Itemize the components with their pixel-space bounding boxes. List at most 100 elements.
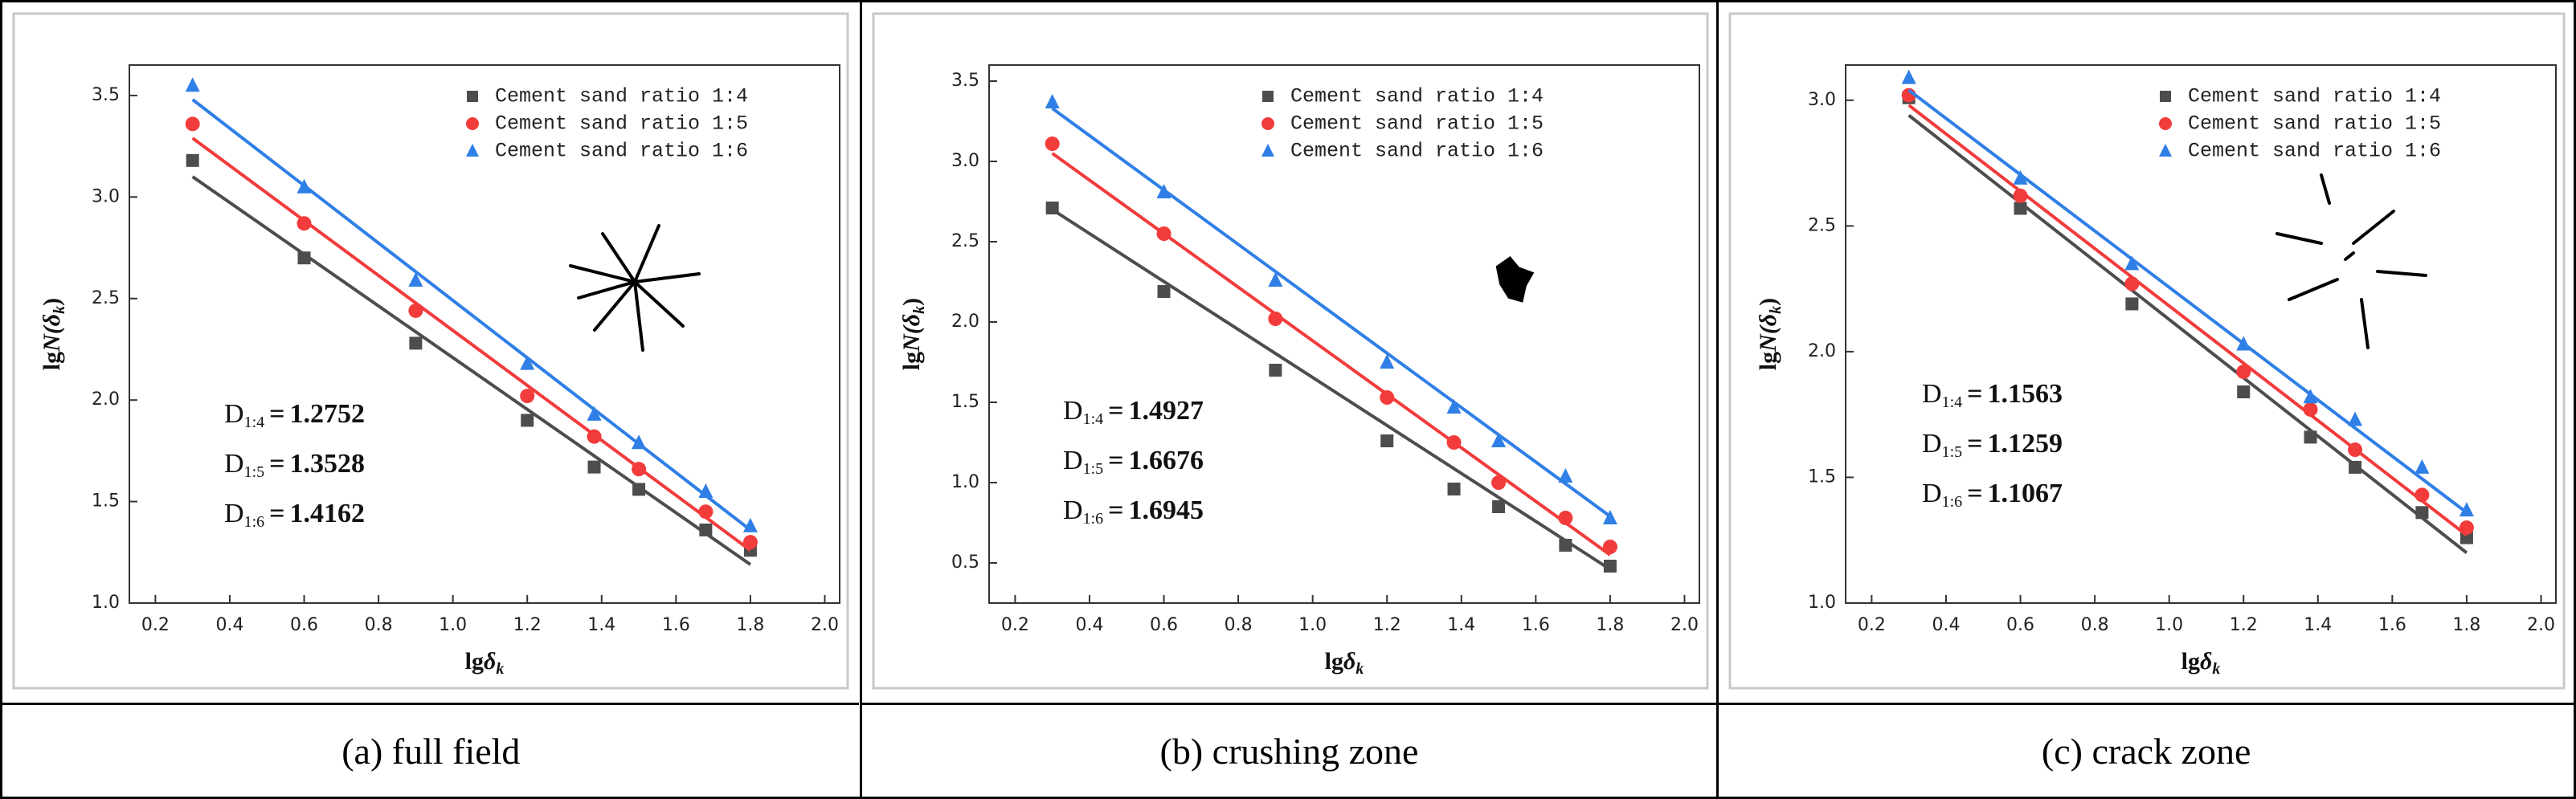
marker [632, 462, 647, 477]
marker [1602, 510, 1617, 524]
marker [2303, 402, 2318, 417]
x-tick-label: 1.0 [439, 615, 467, 635]
marker [2414, 459, 2430, 474]
y-axis-label-part: ) [1755, 298, 1781, 306]
y-tick-label: 3.0 [951, 151, 979, 171]
marker [632, 483, 646, 496]
annotation-subscript: 1:5 [244, 463, 265, 481]
marker [1602, 540, 1617, 554]
y-axis-label-part: k [51, 306, 68, 314]
legend-marker [2159, 144, 2173, 157]
x-tick-label: 0.6 [2006, 615, 2034, 635]
annotation-equals: = [1967, 479, 1982, 508]
marker [2348, 442, 2363, 458]
marker [1490, 433, 1506, 447]
y-tick-label: 0.5 [951, 552, 979, 573]
marker [521, 414, 534, 427]
annotation-subscript: 1:4 [1082, 410, 1103, 428]
x-tick-label: 0.8 [1224, 615, 1252, 635]
inset-sketch [569, 224, 701, 352]
y-tick-label: 2.5 [92, 288, 120, 308]
y-tick-label: 3.5 [951, 71, 979, 91]
x-tick-label: 1.4 [2304, 615, 2333, 635]
panel-frame [12, 12, 849, 690]
x-tick-label: 1.8 [2453, 615, 2481, 635]
marker [296, 216, 312, 231]
annotation-value: 1.4162 [290, 499, 366, 528]
marker [1491, 500, 1505, 513]
marker [742, 517, 758, 532]
chart: 0.2 0.4 0.6 0.8 1.0 1.2 1.4 1.6 1.8 2.0 0.5 1.0 1.5 2… [861, 12, 1719, 705]
marker [587, 429, 602, 444]
legend-label: Cement sand ratio 1:5 [2188, 112, 2441, 136]
marker [2459, 502, 2475, 517]
marker [1379, 354, 1394, 369]
fit-line [191, 175, 752, 566]
legend-marker [466, 117, 479, 130]
panel-cell: 0.2 0.4 0.6 0.8 1.0 1.2 1.4 1.6 1.8 2.0 1.0 1.5 2.0 2… [2, 2, 860, 797]
x-tick-label: 0.4 [215, 615, 243, 635]
annotation-symbol: D [1063, 446, 1083, 475]
panel-frame [872, 12, 1709, 690]
y-axis-label-part: lg [39, 352, 65, 370]
annotation-symbol: D [224, 449, 244, 479]
annotation: D1:6 = 1.4162 [224, 499, 365, 531]
marker [2303, 389, 2318, 404]
x-axis-label: lgδk [1324, 648, 1364, 678]
marker [185, 116, 200, 132]
annotation-value: 1.3528 [290, 449, 366, 479]
x-axis-label-part: δ [1343, 648, 1355, 675]
legend-marker [2159, 117, 2173, 130]
x-tick-label: 1.0 [2155, 615, 2183, 635]
annotation-subscript: 1:4 [1942, 393, 1963, 411]
marker [2304, 430, 2317, 444]
panel-cell: 0.2 0.4 0.6 0.8 1.0 1.2 1.4 1.6 1.8 2.0 1.0 1.5 2.0 2… [1716, 2, 2574, 797]
x-tick-label: 1.2 [513, 615, 542, 635]
legend-label: Cement sand ratio 1:5 [495, 112, 748, 136]
x-tick-label: 2.0 [1670, 615, 1699, 635]
annotation-value: 1.6945 [1128, 495, 1204, 525]
marker [1157, 285, 1171, 298]
legend-marker [1261, 117, 1274, 130]
inset-sketch [2275, 173, 2428, 349]
legend-label: Cement sand ratio 1:5 [1290, 112, 1544, 136]
legend-marker [467, 91, 478, 102]
x-tick-label: 1.6 [662, 615, 690, 635]
fit-line [1051, 208, 1611, 571]
marker [2125, 297, 2139, 311]
x-tick-label: 1.8 [736, 615, 764, 635]
x-tick-label: 1.2 [1372, 615, 1400, 635]
x-axis-label-part: k [2213, 660, 2221, 678]
annotation-subscript: 1:4 [244, 414, 265, 431]
legend-marker [1261, 144, 1274, 157]
plot-frame [987, 64, 1700, 604]
marker [1269, 364, 1282, 377]
y-axis-label-part: N(δ [39, 314, 65, 353]
y-tick-label: 1.5 [92, 491, 120, 512]
marker [587, 406, 602, 421]
y-axis-label-part: k [1767, 306, 1785, 314]
legend-label: Cement sand ratio 1:4 [2188, 85, 2441, 108]
x-axis-label-part: lg [1324, 648, 1343, 675]
y-axis-label-part: k [910, 306, 927, 314]
annotation: D1:5 = 1.3528 [224, 449, 365, 481]
annotation-equals: = [1967, 429, 1982, 459]
annotation-value: 1.1563 [1988, 379, 2063, 409]
x-tick-label: 0.2 [1858, 615, 1886, 635]
marker [2124, 276, 2140, 291]
x-tick-label: 0.2 [1001, 615, 1029, 635]
y-tick-label: 1.0 [951, 472, 979, 492]
y-axis-label-part: ) [898, 298, 925, 306]
y-tick-label: 2.0 [951, 312, 979, 332]
inset-sketch [1495, 255, 1535, 303]
x-tick-label: 1.4 [587, 615, 615, 635]
caption: (a) full field [341, 730, 521, 772]
x-axis-label: lgδk [465, 648, 505, 678]
marker [1559, 539, 1572, 552]
fit-line [1907, 104, 2468, 537]
y-tick-label: 3.0 [92, 186, 120, 206]
marker [408, 303, 423, 318]
marker [186, 153, 199, 167]
fit-line [1051, 152, 1611, 556]
marker [1045, 202, 1059, 214]
